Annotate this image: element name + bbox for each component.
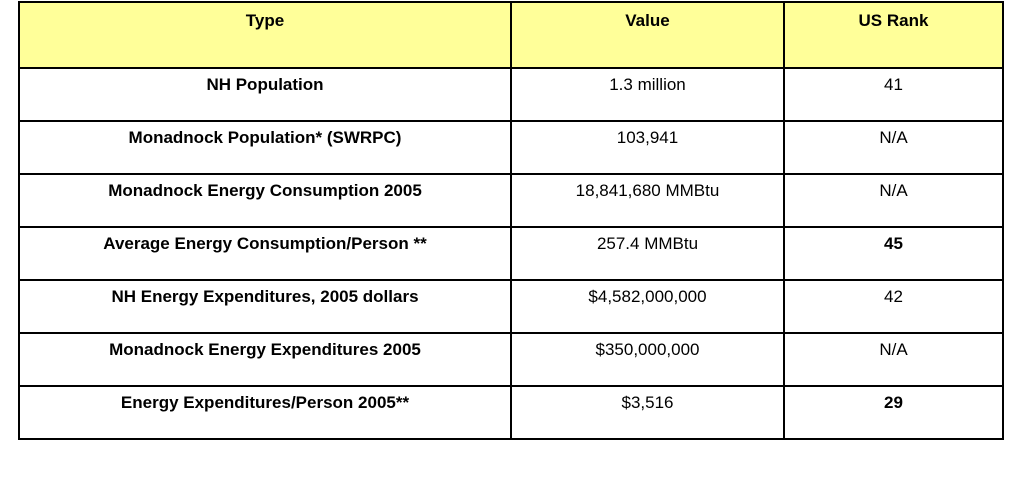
table-row: Energy Expenditures/Person 2005** $3,516…	[18, 385, 1004, 440]
value-cell: $3,516	[510, 385, 785, 440]
table-row: NH Energy Expenditures, 2005 dollars $4,…	[18, 279, 1004, 334]
rank-cell: N/A	[783, 120, 1004, 175]
type-cell: Monadnock Population* (SWRPC)	[18, 120, 512, 175]
value-cell: 1.3 million	[510, 67, 785, 122]
energy-data-table: Type Value US Rank NH Population 1.3 mil…	[18, 1, 1004, 440]
type-cell: NH Energy Expenditures, 2005 dollars	[18, 279, 512, 334]
type-cell: Average Energy Consumption/Person **	[18, 226, 512, 281]
table-row: Monadnock Energy Consumption 2005 18,841…	[18, 173, 1004, 228]
type-cell: Energy Expenditures/Person 2005**	[18, 385, 512, 440]
rank-cell: 42	[783, 279, 1004, 334]
type-cell: NH Population	[18, 67, 512, 122]
table-row: Monadnock Population* (SWRPC) 103,941 N/…	[18, 120, 1004, 175]
table-header-row: Type Value US Rank	[18, 1, 1004, 69]
rank-cell: N/A	[783, 332, 1004, 387]
rank-cell: 29	[783, 385, 1004, 440]
table-row: Average Energy Consumption/Person ** 257…	[18, 226, 1004, 281]
header-type: Type	[18, 1, 512, 69]
value-cell: $350,000,000	[510, 332, 785, 387]
table-row: NH Population 1.3 million 41	[18, 67, 1004, 122]
header-value: Value	[510, 1, 785, 69]
rank-cell: N/A	[783, 173, 1004, 228]
rank-cell: 45	[783, 226, 1004, 281]
type-cell: Monadnock Energy Expenditures 2005	[18, 332, 512, 387]
value-cell: 18,841,680 MMBtu	[510, 173, 785, 228]
value-cell: 103,941	[510, 120, 785, 175]
rank-cell: 41	[783, 67, 1004, 122]
value-cell: 257.4 MMBtu	[510, 226, 785, 281]
table-row: Monadnock Energy Expenditures 2005 $350,…	[18, 332, 1004, 387]
type-cell: Monadnock Energy Consumption 2005	[18, 173, 512, 228]
header-us-rank: US Rank	[783, 1, 1004, 69]
value-cell: $4,582,000,000	[510, 279, 785, 334]
